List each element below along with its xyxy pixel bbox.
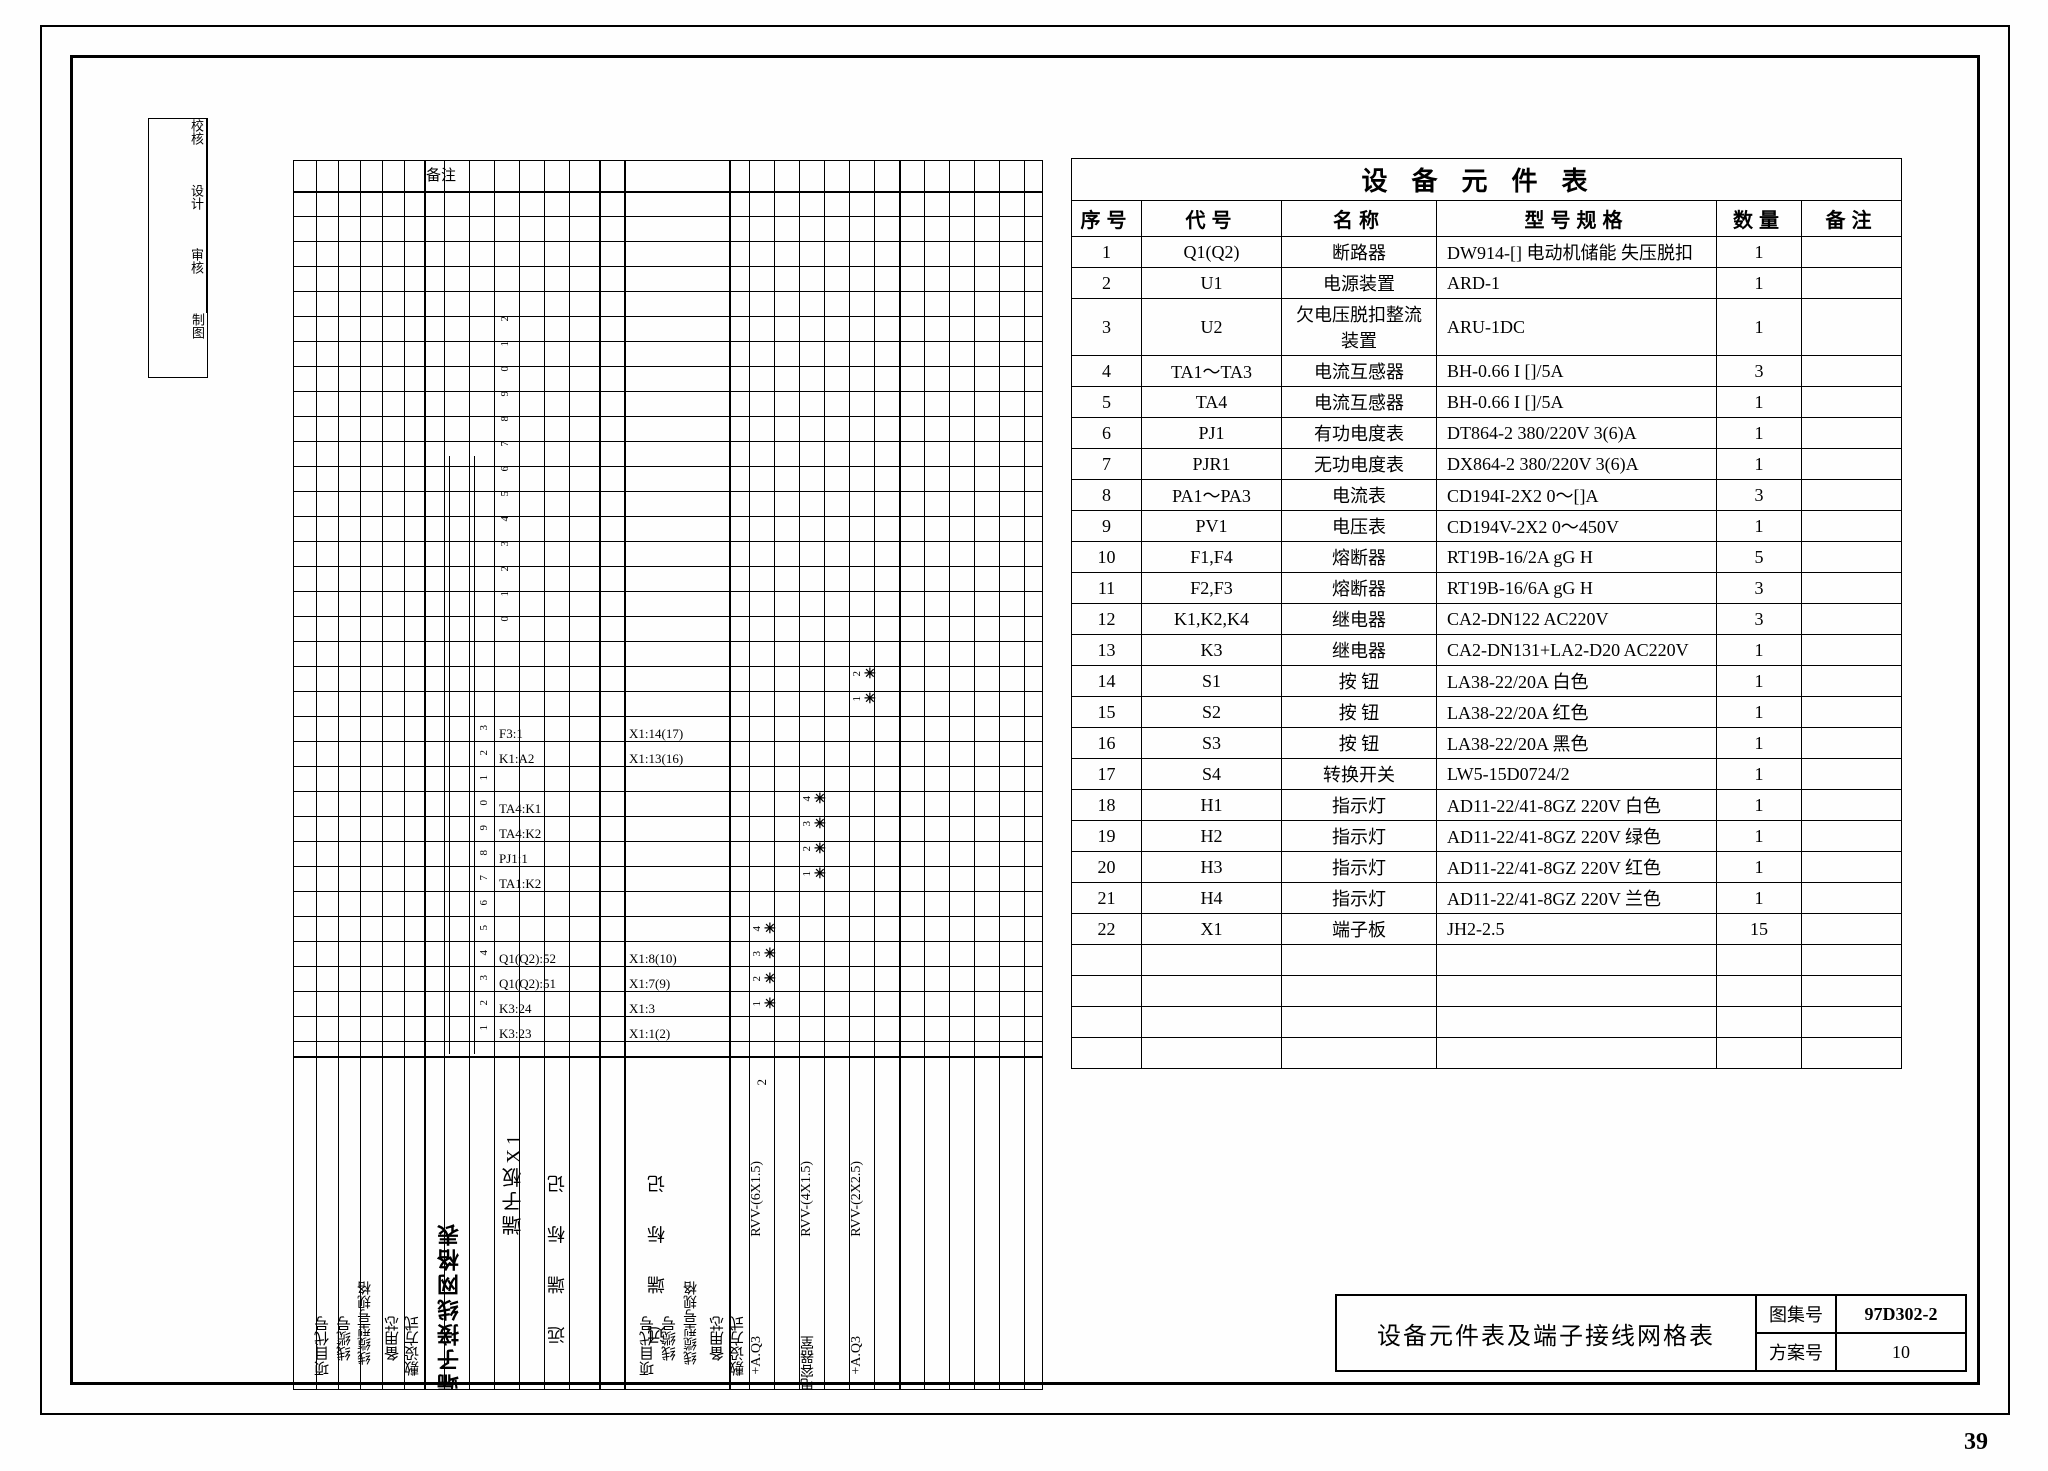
set-label: 图集号 (1756, 1295, 1836, 1333)
table-row: 1Q1(Q2)断路器DW914-[] 电动机储能 失压脱扣1 (1072, 237, 1902, 268)
table-row (1072, 945, 1902, 976)
table-row: 17S4转换开关LW5-15D0724/21 (1072, 759, 1902, 790)
table-row (1072, 976, 1902, 1007)
set-value: 97D302-2 (1836, 1295, 1966, 1333)
wiring-main-label: 端子接线网格表 (434, 1221, 466, 1390)
table-row: 12K1,K2,K4继电器CA2-DN122 AC220V3 (1072, 604, 1902, 635)
wiring-mid-label: 远 端 标 记 (544, 1161, 570, 1345)
table-row: 11F2,F3熔断器RT19B-16/6A gG H3 (1072, 573, 1902, 604)
revision-block: 校核 设计 审核 制图 (148, 118, 208, 378)
equipment-table: 设备元件表 序号 代号 名称 型号规格 数量 备注 1Q1(Q2)断路器DW91… (1071, 158, 1902, 1069)
table-row: 18H1指示灯AD11-22/41-8GZ 220V 白色1 (1072, 790, 1902, 821)
equipment-table-title: 设备元件表 (1072, 159, 1902, 201)
page-number: 39 (1964, 1429, 1988, 1456)
table-row: 15S2按 钮LA38-22/20A 红色1 (1072, 697, 1902, 728)
equipment-table-header: 序号 代号 名称 型号规格 数量 备注 (1072, 201, 1902, 237)
table-row: 3U2欠电压脱扣整流装置ARU-1DC1 (1072, 299, 1902, 356)
table-row (1072, 1007, 1902, 1038)
scheme-label: 方案号 (1756, 1333, 1836, 1371)
equipment-table-title-row: 设备元件表 (1072, 159, 1902, 201)
wiring-board-label: 端子板X1 (499, 1131, 528, 1235)
page: 设备元件表 序号 代号 名称 型号规格 数量 备注 1Q1(Q2)断路器DW91… (0, 0, 2048, 1471)
table-row: 2U1电源装置ARD-11 (1072, 268, 1902, 299)
table-row: 7PJR1无功电度表DX864-2 380/220V 3(6)A1 (1072, 449, 1902, 480)
scheme-value: 10 (1836, 1333, 1966, 1371)
table-row: 4TA1～TA3电流互感器BH-0.66 I []/5A3 (1072, 356, 1902, 387)
inner-frame: 设备元件表 序号 代号 名称 型号规格 数量 备注 1Q1(Q2)断路器DW91… (70, 55, 1980, 1385)
table-row: 20H3指示灯AD11-22/41-8GZ 220V 红色1 (1072, 852, 1902, 883)
table-row: 9PV1电压表CD194V-2X2 0～450V1 (1072, 511, 1902, 542)
title-block: 设备元件表及端子接线网格表 图集号 97D302-2 方案号 10 (1335, 1294, 1967, 1372)
wiring-header-left: 备注 (426, 164, 456, 185)
table-row: 22X1端子板JH2-2.515 (1072, 914, 1902, 945)
table-row: 19H2指示灯AD11-22/41-8GZ 220V 绿色1 (1072, 821, 1902, 852)
table-row: 5TA4电流互感器BH-0.66 I []/5A1 (1072, 387, 1902, 418)
table-row: 6PJ1有功电度表DT864-2 380/220V 3(6)A1 (1072, 418, 1902, 449)
drawing-title: 设备元件表及端子接线网格表 (1336, 1295, 1756, 1371)
terminal-wiring-table: 备注 端子接线网格表 端子板X1 远 端 标 记 远 端 标 记 敷设方式 备用… (293, 160, 1043, 1390)
table-row: 14S1按 钮LA38-22/20A 白色1 (1072, 666, 1902, 697)
table-row: 13K3继电器CA2-DN131+LA2-D20 AC220V1 (1072, 635, 1902, 666)
table-row: 8PA1～PA3电流表CD194I-2X2 0～[]A3 (1072, 480, 1902, 511)
table-row: 16S3按 钮LA38-22/20A 黑色1 (1072, 728, 1902, 759)
table-row: 10F1,F4熔断器RT19B-16/2A gG H5 (1072, 542, 1902, 573)
table-row: 21H4指示灯AD11-22/41-8GZ 220V 兰色1 (1072, 883, 1902, 914)
table-row (1072, 1038, 1902, 1069)
